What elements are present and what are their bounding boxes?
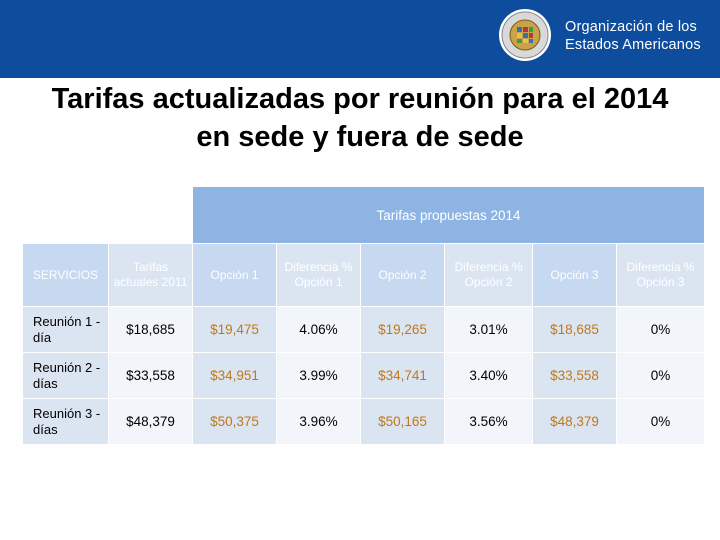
cell-current: $18,685 [108,306,193,353]
cell-diff2: 3.40% [444,352,533,399]
organization-name-line2: Estados Americanos [565,37,701,53]
cell-service: Reunión 1 -día [22,306,109,353]
cell-option2: $19,265 [360,306,445,353]
table-row: Reunión 1 -día $18,685 $19,475 4.06% $19… [22,306,705,353]
column-header-option1: Opción 1 [192,243,277,307]
cell-option1: $34,951 [192,352,277,399]
cell-service: Reunión 3 -días [22,398,109,445]
cell-current: $33,558 [108,352,193,399]
organization-name-line1: Organización de los [565,19,697,35]
cell-option3: $18,685 [532,306,617,353]
cell-diff1: 3.99% [276,352,361,399]
cell-option2: $34,741 [360,352,445,399]
table-column-header-row: SERVICIOS Tarifas actuales 2011 Opción 1… [22,243,705,307]
column-header-diff3: Diferencia % Opción 3 [616,243,705,307]
column-header-diff2: Diferencia % Opción 2 [444,243,533,307]
column-header-option3: Opción 3 [532,243,617,307]
page-title-line2: en sede y fuera de sede [196,121,524,153]
oas-seal-logo [499,9,551,61]
cell-diff3: 0% [616,352,705,399]
page-title-line1: Tarifas actualizadas por reunión para el… [51,83,669,115]
cell-diff3: 0% [616,398,705,445]
rates-table: Tarifas propuestas 2014 SERVICIOS Tarifa… [22,186,705,445]
cell-service: Reunión 2 -días [22,352,109,399]
column-header-current-rates: Tarifas actuales 2011 [108,243,193,307]
table-spacer-cell [22,186,193,244]
table-row: Reunión 2 -días $33,558 $34,951 3.99% $3… [22,352,705,399]
cell-option3: $48,379 [532,398,617,445]
page-title: Tarifas actualizadas por reunión para el… [0,80,720,156]
cell-option3: $33,558 [532,352,617,399]
cell-current: $48,379 [108,398,193,445]
table-row: Reunión 3 -días $48,379 $50,375 3.96% $5… [22,398,705,445]
cell-diff1: 4.06% [276,306,361,353]
cell-option1: $50,375 [192,398,277,445]
organization-name: Organización de los Estados Americanos [565,18,701,54]
cell-diff2: 3.56% [444,398,533,445]
column-header-services: SERVICIOS [22,243,109,307]
cell-option1: $19,475 [192,306,277,353]
group-header-cell: Tarifas propuestas 2014 [192,186,705,244]
cell-diff2: 3.01% [444,306,533,353]
cell-diff3: 0% [616,306,705,353]
table-group-header-row: Tarifas propuestas 2014 [22,186,705,244]
cell-option2: $50,165 [360,398,445,445]
cell-diff1: 3.96% [276,398,361,445]
column-header-diff1: Diferencia % Opción 1 [276,243,361,307]
column-header-option2: Opción 2 [360,243,445,307]
header-bar: Organización de los Estados Americanos [0,0,720,78]
